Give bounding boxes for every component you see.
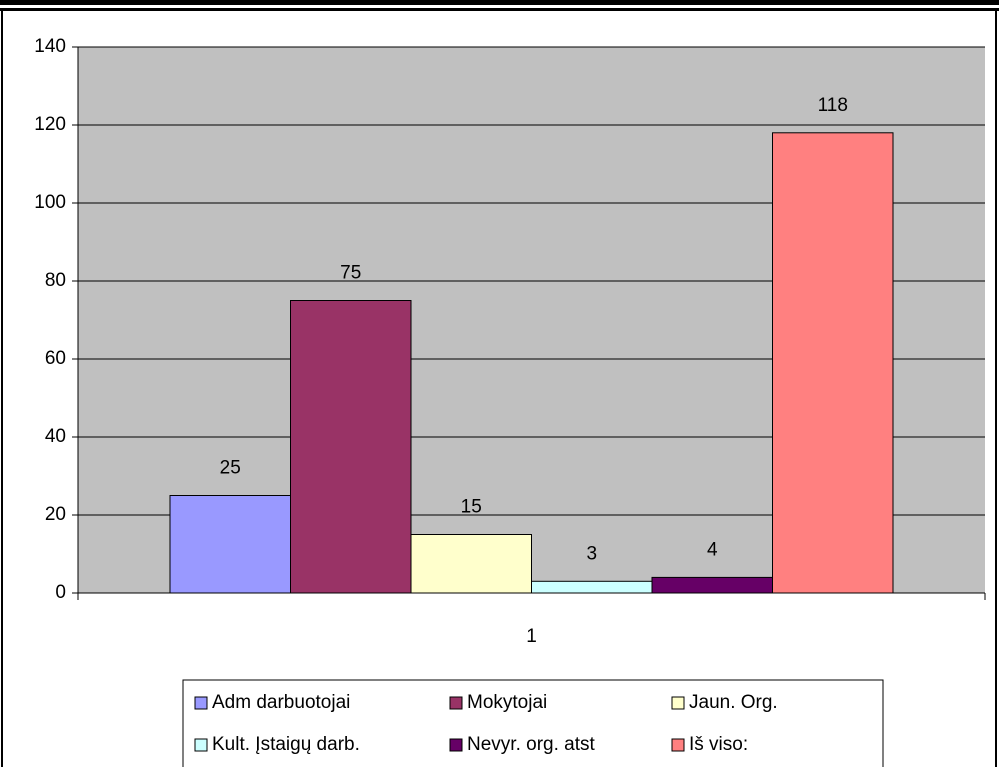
bar — [531, 580, 653, 594]
y-tick-label: 80 — [45, 270, 66, 291]
y-tick-label: 40 — [45, 426, 66, 447]
y-tick-label: 120 — [34, 114, 66, 135]
legend-swatch — [671, 696, 685, 710]
data-label: 3 — [586, 543, 597, 564]
legend-swatch — [449, 696, 463, 710]
top-border-inner — [0, 8, 999, 11]
legend-label: Nevyr. org. atst — [467, 734, 595, 755]
bar — [169, 495, 291, 594]
legend-label: Jaun. Org. — [689, 692, 778, 713]
top-border — [0, 0, 999, 5]
y-tick-label: 20 — [45, 504, 66, 525]
data-label: 75 — [340, 263, 361, 284]
legend-box — [182, 679, 884, 767]
legend-label: Adm darbuotojai — [212, 692, 350, 713]
y-tick-label: 100 — [34, 192, 66, 213]
legend-swatch — [194, 738, 208, 752]
bar — [772, 132, 894, 594]
legend-swatch — [449, 738, 463, 752]
data-label: 118 — [818, 95, 848, 116]
bar — [410, 534, 532, 594]
y-tick-label: 0 — [55, 582, 66, 603]
legend-label: Kult. Įstaigų darb. — [212, 734, 360, 755]
data-label: 4 — [707, 539, 718, 560]
legend-swatch — [194, 696, 208, 710]
legend-swatch — [671, 738, 685, 752]
bar — [290, 300, 412, 594]
right-border — [995, 11, 997, 767]
data-label: 15 — [461, 497, 482, 518]
y-tick-label: 60 — [45, 348, 66, 369]
data-label: 25 — [220, 458, 241, 479]
left-border — [1, 11, 3, 767]
y-tick-label: 140 — [34, 36, 66, 57]
bar — [651, 576, 773, 594]
x-tick-label: 1 — [526, 626, 537, 647]
legend-label: Mokytojai — [467, 692, 547, 713]
legend-label: Iš viso: — [689, 734, 748, 755]
